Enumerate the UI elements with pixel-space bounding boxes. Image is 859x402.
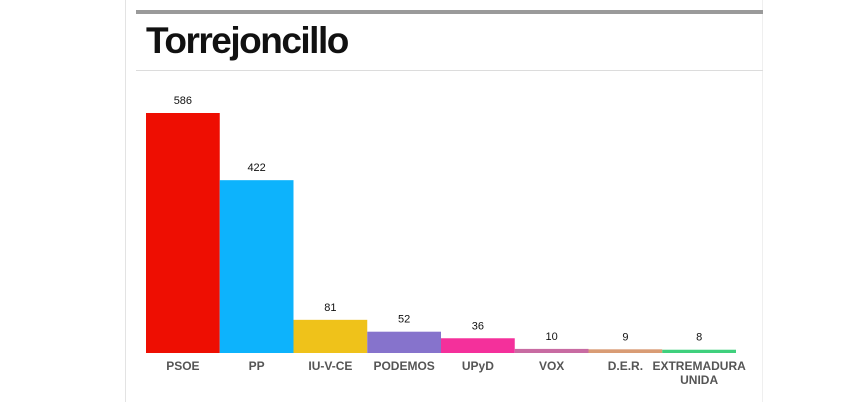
chart-title: Torrejoncillo xyxy=(146,20,349,61)
x-tick-label: IU-V-CE xyxy=(308,359,352,373)
x-tick-label: UPyD xyxy=(462,359,494,373)
left-border-line xyxy=(125,0,126,402)
x-tick-label: D.E.R. xyxy=(608,359,643,373)
bar-upyd xyxy=(441,338,515,353)
x-tick-label: PODEMOS xyxy=(373,359,434,373)
data-label: 8 xyxy=(696,332,702,344)
x-tick-label: PP xyxy=(249,359,265,373)
data-label: 422 xyxy=(247,162,265,174)
x-tick-label: VOX xyxy=(539,359,564,373)
bar-d-e-r- xyxy=(588,349,663,353)
header-rule xyxy=(136,10,763,14)
bar-psoe xyxy=(146,113,220,353)
data-label: 586 xyxy=(174,95,192,107)
bar-extremadura-unida xyxy=(662,349,736,353)
right-border-line xyxy=(762,0,763,402)
data-label: 9 xyxy=(622,331,628,343)
data-label: 52 xyxy=(398,314,410,326)
data-label: 81 xyxy=(324,302,336,314)
bar-podemos xyxy=(367,331,441,353)
x-tick-label: PSOE xyxy=(166,359,199,373)
bar-pp xyxy=(219,180,294,353)
data-label: 36 xyxy=(472,320,484,332)
bar-vox xyxy=(514,348,589,353)
title-divider xyxy=(136,70,763,71)
x-tick-label: EXTREMADURA UNIDA xyxy=(652,359,746,387)
data-label: 10 xyxy=(546,331,558,343)
bar-iu-v-ce xyxy=(293,319,368,353)
